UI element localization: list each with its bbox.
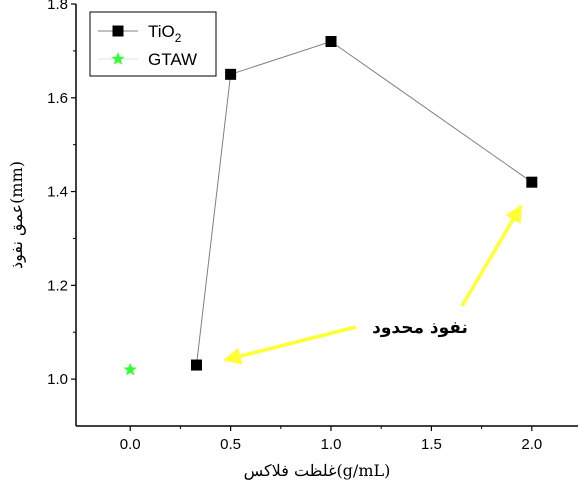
legend-label-subscript: 2 <box>175 31 182 45</box>
annotation-arrow-right <box>460 204 523 307</box>
annotation-text: نفوذ محدود <box>372 318 468 338</box>
legend-marker <box>112 25 124 37</box>
data-point <box>225 68 237 80</box>
data-point <box>325 36 337 48</box>
x-tick-label: 2.0 <box>521 436 542 453</box>
data-point <box>123 362 137 376</box>
data-point <box>190 359 202 371</box>
y-tick-label: 1.8 <box>47 0 68 13</box>
legend-box <box>89 11 217 77</box>
x-tick-label: 0.5 <box>220 436 241 453</box>
y-tick-label: 1.6 <box>47 90 68 107</box>
annotation-arrow-left <box>223 325 357 365</box>
x-tick-label: 1.5 <box>421 436 442 453</box>
legend-label: TiO2 <box>148 22 182 45</box>
series-line <box>195 40 533 366</box>
data-point <box>526 176 538 188</box>
x-axis-title: غلظت فلاکس(g/mL) <box>244 461 391 480</box>
legend-marker <box>111 52 125 65</box>
y-tick-label: 1.0 <box>47 371 68 388</box>
x-tick-label: 1.0 <box>321 436 342 453</box>
y-axis-title: عمق نفوذ(mm) <box>7 161 26 269</box>
legend-label: GTAW <box>148 50 197 69</box>
y-tick-label: 1.2 <box>47 277 68 294</box>
y-tick-label: 1.4 <box>47 184 68 201</box>
x-tick-label: 0.0 <box>120 436 141 453</box>
